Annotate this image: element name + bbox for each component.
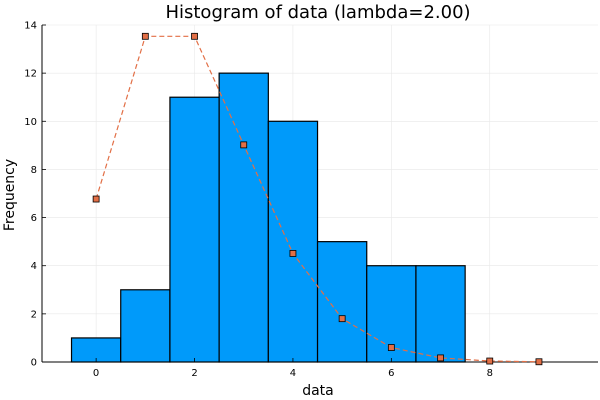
x-tick-label: 4: [290, 368, 296, 379]
series-marker: [437, 354, 444, 362]
x-axis-title: data: [302, 383, 334, 399]
x-tick-label: 8: [487, 368, 493, 379]
series-marker: [535, 358, 543, 366]
series-marker: [289, 250, 297, 257]
x-tick-label: 2: [191, 368, 197, 379]
y-tick-label: 8: [31, 165, 37, 176]
series-marker: [486, 357, 494, 365]
series-marker: [240, 141, 248, 149]
histogram-bar: [267, 120, 319, 363]
series-marker: [191, 32, 198, 40]
histogram-bar: [169, 96, 220, 363]
series-marker: [92, 195, 100, 203]
series-marker: [387, 344, 395, 351]
histogram-bar: [415, 265, 466, 363]
axes: [41, 25, 598, 363]
y-tick-label: 12: [24, 69, 37, 80]
series-line: [95, 35, 539, 363]
tick-labels: 0 2 4 6 8 0 2 4 6 8 10 12 14: [24, 21, 493, 380]
histogram-bar: [218, 72, 269, 363]
y-tick-label: 4: [31, 261, 37, 272]
series-marker: [141, 32, 149, 40]
x-tick-label: 0: [93, 368, 99, 379]
histogram-bar: [316, 241, 368, 363]
y-axis-title: Frequency: [2, 159, 18, 231]
chart-title: Histogram of data (lambda=2.00): [165, 2, 470, 23]
dashed-line-series: [92, 32, 543, 366]
y-tick-label: 0: [31, 358, 37, 369]
series-marker: [338, 315, 346, 323]
y-tick-label: 6: [31, 213, 37, 224]
histogram-bar: [120, 289, 171, 363]
x-tick-label: 6: [388, 368, 394, 379]
y-tick-label: 2: [31, 309, 37, 320]
y-tick-label: 10: [24, 117, 37, 128]
y-tick-label: 14: [24, 21, 37, 32]
